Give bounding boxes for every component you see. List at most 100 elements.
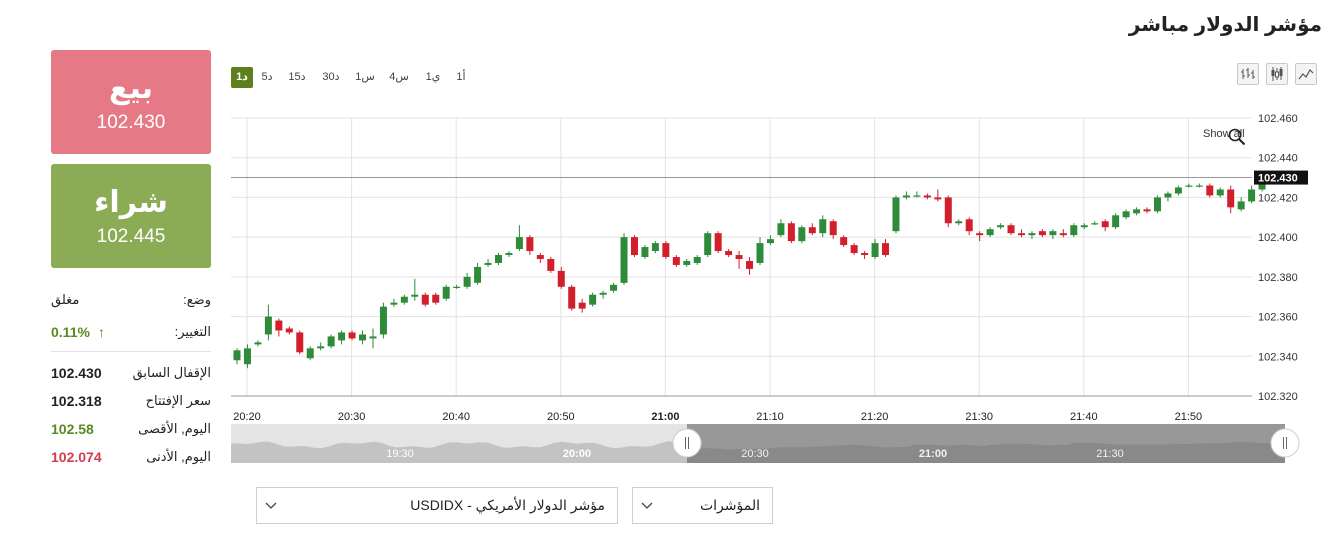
candle-body — [871, 243, 879, 257]
y-tick-label: 102.380 — [1258, 272, 1298, 284]
candle-body — [808, 227, 816, 234]
line-chart-icon[interactable] — [1295, 63, 1317, 85]
candle-body — [829, 221, 837, 236]
current-price-badge — [1254, 170, 1308, 185]
timeframe-1w[interactable]: 1أ — [456, 71, 466, 83]
x-tick-label: 21:10 — [756, 411, 784, 423]
navigator-handle-right — [1270, 428, 1300, 458]
divider — [51, 351, 211, 352]
prev-close-value: 102.430 — [51, 365, 102, 381]
navigator-label: 19:30 — [386, 448, 414, 460]
candle-body — [1153, 197, 1161, 212]
candle-body — [233, 350, 241, 361]
candle-body — [1258, 181, 1266, 190]
candle-body — [526, 237, 534, 252]
timeframe-1d[interactable]: 1ي — [425, 71, 441, 83]
x-tick-label: 20:30 — [338, 411, 366, 423]
timeframe-15m[interactable]: 15د — [288, 71, 306, 83]
candle-body — [777, 223, 785, 236]
current-price-label: 102.430 — [1258, 173, 1298, 185]
candle-body — [1174, 187, 1182, 194]
candle-body — [683, 260, 691, 265]
candle-body — [610, 284, 618, 291]
candle-body — [861, 253, 869, 256]
status-value: مغلق — [51, 292, 80, 307]
candle-body — [390, 302, 398, 305]
candle-body — [1018, 233, 1025, 236]
candle-body — [589, 294, 597, 305]
x-tick-label: 20:20 — [233, 411, 261, 423]
candle-body — [1091, 223, 1099, 225]
candle-body — [474, 266, 482, 283]
navigator-selection — [687, 424, 1285, 463]
candle-body — [1070, 225, 1078, 236]
candle-body — [997, 225, 1005, 228]
candle-body — [557, 270, 565, 287]
bar-chart-icon[interactable] — [1237, 63, 1259, 85]
candle-body — [285, 328, 293, 333]
candle-body — [1122, 211, 1130, 218]
y-tick-label: 102.340 — [1258, 351, 1298, 363]
y-tick-label: 102.440 — [1258, 153, 1298, 165]
candle-body — [955, 221, 963, 224]
y-tick-label: 102.320 — [1258, 391, 1298, 403]
navigator-label: 20:30 — [741, 448, 769, 460]
candle-body — [515, 237, 523, 250]
candle-body — [620, 237, 628, 283]
timeframe-30m[interactable]: 30د — [322, 71, 340, 83]
navigator-label: 20:00 — [563, 448, 591, 460]
timeframe-5m[interactable]: 5د — [261, 71, 273, 83]
x-tick-label: 21:30 — [965, 411, 993, 423]
candle-body — [913, 195, 921, 197]
category-select[interactable]: المؤشرات — [632, 487, 773, 524]
timeframe-4h[interactable]: 4س — [389, 71, 409, 83]
arrow-up-icon: ↑ — [97, 324, 105, 340]
candle-body — [243, 348, 251, 365]
buy-button[interactable]: شراء 102.445 — [51, 164, 211, 268]
show-all-button[interactable]: Show all — [1203, 128, 1245, 140]
candle-body — [1248, 189, 1256, 202]
candle-body — [798, 227, 806, 242]
candle-body — [923, 195, 931, 198]
candle-body — [1080, 225, 1088, 228]
prev-close-row: الإقفال السابق 102.430 — [51, 363, 211, 383]
candle-body — [505, 253, 513, 256]
sell-button[interactable]: بيع 102.430 — [51, 50, 211, 154]
candle-body — [704, 233, 712, 256]
y-tick-label: 102.420 — [1258, 192, 1298, 204]
candle-body — [735, 255, 743, 259]
x-tick-label: 21:40 — [1070, 411, 1098, 423]
change-value-wrap: 0.11% ↑ — [51, 322, 105, 342]
high-row: اليوم, الأقصى 102.58 — [51, 419, 211, 439]
candle-body — [568, 286, 576, 309]
navigator[interactable]: 19:30 20:00 20:30 21:00 21:30 — [231, 424, 1300, 463]
sell-label: بيع — [108, 72, 153, 105]
status-row: وضع: مغلق — [51, 290, 211, 310]
zoom-icon[interactable] — [1228, 128, 1246, 146]
candle-body — [1101, 221, 1109, 228]
candle-body — [1195, 185, 1203, 187]
open-value: 102.318 — [51, 393, 102, 409]
category-select-value: المؤشرات — [699, 497, 760, 513]
candle-body — [547, 258, 555, 271]
candle-body — [306, 348, 314, 359]
candle-body — [1059, 233, 1067, 236]
timeframe-1m[interactable]: 1د — [231, 67, 253, 88]
open-row: سعر الإفتتاح 102.318 — [51, 391, 211, 411]
candle-body — [882, 243, 890, 256]
candle-body — [599, 292, 607, 295]
buy-label: شراء — [94, 186, 168, 219]
candle-body — [1028, 233, 1036, 236]
y-tick-label: 102.460 — [1258, 113, 1298, 125]
candle-body — [651, 243, 659, 252]
candlestick-chart-icon[interactable] — [1266, 63, 1288, 85]
instrument-select[interactable]: USDIDX - مؤشر الدولار الأمريكي — [256, 487, 618, 524]
candle-body — [1133, 209, 1141, 214]
timeframe-1h[interactable]: 1س — [355, 71, 375, 83]
x-tick-label: 21:20 — [861, 411, 889, 423]
candle-body — [1143, 209, 1151, 212]
candle-body — [411, 294, 419, 297]
candle-body — [1049, 231, 1057, 236]
candle-body — [1007, 225, 1015, 234]
